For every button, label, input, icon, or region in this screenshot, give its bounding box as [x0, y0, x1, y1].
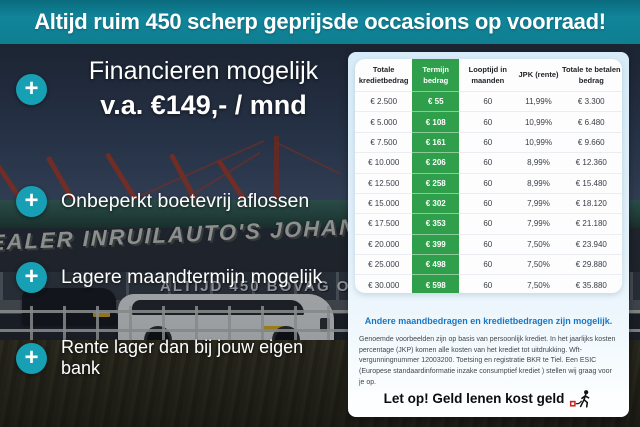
totaal-cell: € 29.880: [560, 253, 622, 275]
krediet-cell: € 5.000: [355, 111, 413, 133]
table-row: € 5.000 € 108 60 10,99% € 6.480: [355, 111, 622, 133]
banner-text: Altijd ruim 450 scherp geprijsde occasio…: [34, 9, 606, 34]
looptijd-cell: 60: [459, 274, 517, 294]
geld-lenen-kost-geld-icon: [570, 390, 590, 408]
krediet-cell: € 17.500: [355, 213, 413, 235]
termijn-cell: € 302: [412, 192, 460, 214]
other-amounts-note: Andere maandbedragen en kredietbedragen …: [364, 316, 613, 327]
feature-lagere-rente: + Rente lager dan bij jouw eigen bank: [16, 337, 346, 379]
totaal-cell: € 18.120: [560, 192, 622, 214]
totaal-cell: € 12.360: [560, 152, 622, 173]
jpk-cell: 11,99%: [516, 90, 561, 112]
krediet-cell: € 20.000: [355, 233, 413, 255]
finance-table: Totale kredietbedrag Termijn bedrag Loop…: [355, 59, 622, 294]
table-row: € 7.500 € 161 60 10,99% € 9.660: [355, 131, 622, 153]
jpk-cell: 7,50%: [516, 274, 561, 294]
warning-text: Let op! Geld lenen kost geld: [383, 391, 565, 406]
table-row: € 12.500 € 258 60 8,99% € 15.480: [355, 172, 622, 194]
table-row: € 10.000 € 206 60 8,99% € 12.360: [355, 152, 622, 173]
termijn-cell: € 498: [412, 253, 460, 275]
termijn-cell: € 161: [412, 131, 460, 153]
looptijd-cell: 60: [459, 152, 517, 173]
feature-line: Financieren mogelijk: [88, 57, 319, 85]
looptijd-cell: 60: [459, 172, 517, 194]
totaal-cell: € 21.180: [560, 213, 622, 235]
jpk-cell: 7,99%: [516, 213, 561, 235]
plus-icon: +: [16, 186, 47, 217]
krediet-cell: € 25.000: [355, 253, 413, 275]
termijn-cell: € 108: [412, 111, 460, 133]
looptijd-cell: 60: [459, 253, 517, 275]
jpk-cell: 8,99%: [516, 152, 561, 173]
krediet-cell: € 2.500: [355, 90, 413, 112]
header-termijnbedrag: Termijn bedrag: [412, 59, 460, 92]
krediet-cell: € 7.500: [355, 131, 413, 153]
termijn-cell: € 353: [412, 213, 460, 235]
krediet-cell: € 12.500: [355, 172, 413, 194]
termijn-cell: € 206: [412, 152, 460, 173]
krediet-cell: € 15.000: [355, 192, 413, 214]
feature-line: Lagere maandtermijn mogelijk: [61, 266, 323, 288]
top-banner: Altijd ruim 450 scherp geprijsde occasio…: [0, 0, 640, 44]
totaal-cell: € 23.940: [560, 233, 622, 255]
jpk-cell: 7,50%: [516, 233, 561, 255]
totaal-cell: € 9.660: [560, 131, 622, 153]
plus-icon: +: [16, 262, 47, 293]
feature-text: Financieren mogelijk v.a. €149,- / mnd: [61, 57, 346, 121]
totaal-cell: € 6.480: [560, 111, 622, 133]
looptijd-cell: 60: [459, 111, 517, 133]
looptijd-cell: 60: [459, 192, 517, 214]
table-body: € 2.500 € 55 60 11,99% € 3.300 € 5.000 € 108 60…: [355, 90, 622, 294]
jpk-cell: 10,99%: [516, 131, 561, 153]
totaal-cell: € 15.480: [560, 172, 622, 194]
feature-lagere-maandtermijn: + Lagere maandtermijn mogelijk: [16, 262, 346, 293]
header-looptijd: Looptijd in maanden: [468, 65, 507, 85]
looptijd-cell: 60: [459, 131, 517, 153]
termijn-cell: € 258: [412, 172, 460, 194]
fence-rail: [0, 310, 640, 313]
jpk-cell: 8,99%: [516, 172, 561, 194]
krediet-cell: € 30.000: [355, 274, 413, 294]
jpk-cell: 10,99%: [516, 111, 561, 133]
termijn-cell: € 598: [412, 274, 460, 294]
looptijd-cell: 60: [459, 90, 517, 112]
jpk-cell: 7,50%: [516, 253, 561, 275]
table-row: € 30.000 € 598 60 7,50% € 35.880: [355, 274, 622, 294]
plus-icon: +: [16, 342, 47, 374]
krediet-cell: € 10.000: [355, 152, 413, 173]
table-row: € 17.500 € 353 60 7,99% € 21.180: [355, 213, 622, 235]
table-header-row: Totale kredietbedrag Termijn bedrag Loop…: [355, 59, 622, 92]
geld-lenen-warning: Let op! Geld lenen kost geld: [348, 389, 629, 408]
looptijd-cell: 60: [459, 213, 517, 235]
feature-price-line: v.a. €149,- / mnd: [100, 90, 307, 120]
feature-boetevrij-aflossen: + Onbeperkt boetevrij aflossen: [16, 186, 346, 217]
finance-table-card: Totale kredietbedrag Termijn bedrag Loop…: [355, 59, 622, 294]
table-row: € 15.000 € 302 60 7,99% € 18.120: [355, 192, 622, 214]
table-row: € 2.500 € 55 60 11,99% € 3.300: [355, 90, 622, 112]
looptijd-cell: 60: [459, 233, 517, 255]
finance-panel: Totale kredietbedrag Termijn bedrag Loop…: [348, 52, 629, 417]
feature-financing: + Financieren mogelijk v.a. €149,- / mnd: [16, 57, 346, 121]
jpk-cell: 7,99%: [516, 192, 561, 214]
totaal-cell: € 3.300: [560, 90, 622, 112]
termijn-cell: € 55: [412, 90, 460, 112]
header-totale-te-betalen: Totale te betalen bedrag: [561, 65, 621, 85]
header-totale-kredietbedrag: Totale kredietbedrag: [358, 65, 409, 85]
plus-icon: +: [16, 73, 47, 105]
table-row: € 20.000 € 399 60 7,50% € 23.940: [355, 233, 622, 255]
feature-line: Onbeperkt boetevrij aflossen: [61, 190, 310, 212]
credit-disclaimer: Genoemde voorbeelden zijn op basis van p…: [359, 335, 616, 387]
termijn-cell: € 399: [412, 233, 460, 255]
fence-rail: [0, 329, 640, 332]
header-jpk-rente: JPK (rente): [518, 70, 559, 80]
totaal-cell: € 35.880: [560, 274, 622, 294]
feature-line: Rente lager dan bij jouw eigen bank: [61, 337, 304, 378]
table-row: € 25.000 € 498 60 7,50% € 29.880: [355, 253, 622, 275]
